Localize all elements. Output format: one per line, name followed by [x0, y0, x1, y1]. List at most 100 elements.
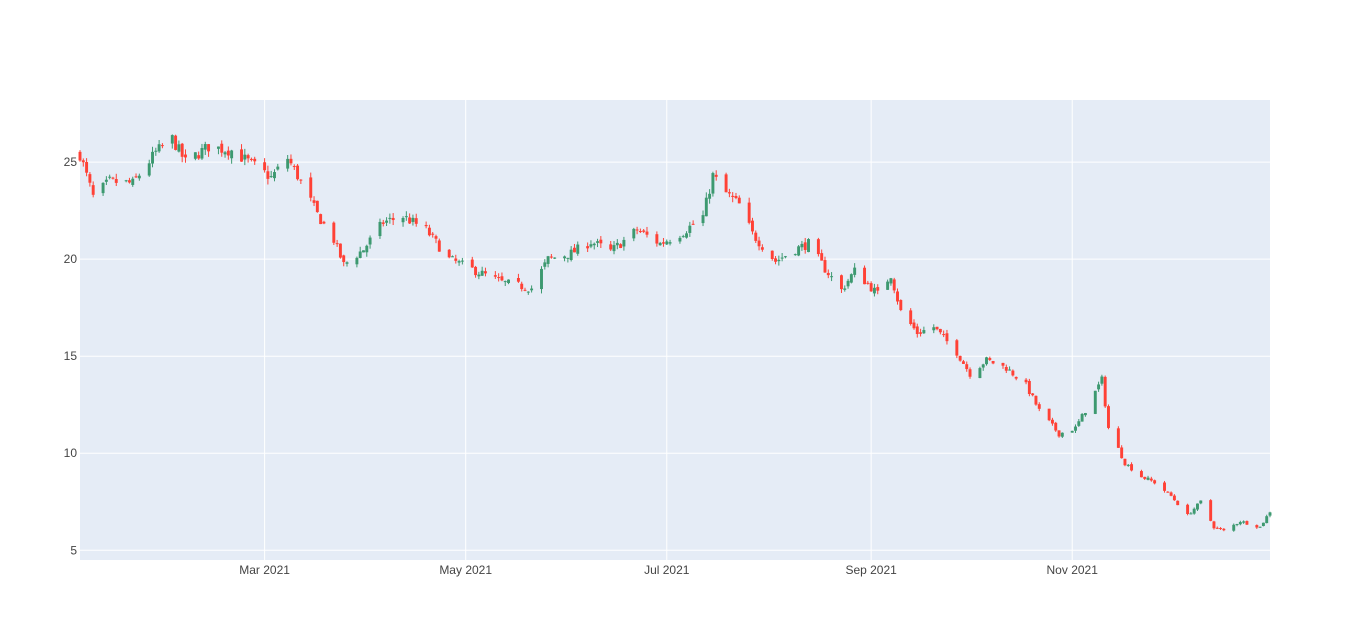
candle-increasing	[1268, 511, 1272, 518]
candle-body	[988, 358, 992, 360]
candle-decreasing	[961, 359, 965, 364]
candle-decreasing	[1149, 476, 1153, 482]
candle-body	[863, 267, 867, 285]
candle-decreasing	[774, 256, 778, 265]
candle-body	[780, 257, 784, 259]
candle-increasing	[1097, 381, 1101, 392]
candle-body	[543, 262, 547, 267]
candle-increasing	[543, 259, 547, 270]
candle-decreasing	[1034, 395, 1038, 406]
candle-increasing	[1238, 520, 1242, 526]
candle-body	[1222, 528, 1226, 531]
candle-body	[203, 144, 207, 150]
candle-decreasing	[691, 220, 695, 225]
candle-body	[1189, 513, 1193, 515]
candle-body	[724, 174, 728, 193]
candle-decreasing	[180, 142, 184, 163]
candle-decreasing	[338, 243, 342, 259]
candle-body	[101, 182, 105, 194]
candle-increasing	[1189, 512, 1193, 515]
candle-increasing	[658, 241, 662, 246]
candle-decreasing	[820, 249, 824, 261]
candle-increasing	[777, 255, 781, 266]
candle-body	[622, 239, 626, 247]
candle-decreasing	[1139, 469, 1143, 478]
candle-body	[474, 266, 478, 276]
candle-body	[566, 257, 570, 259]
candle-body	[932, 327, 936, 331]
x-tick-label: Mar 2021	[239, 563, 290, 577]
candle-decreasing	[1011, 369, 1015, 377]
candle-decreasing	[938, 328, 942, 335]
candle-increasing	[985, 356, 988, 366]
candle-body	[447, 249, 451, 258]
candle-body	[1196, 503, 1199, 510]
candle-body	[1215, 527, 1219, 529]
candle-increasing	[540, 266, 543, 294]
candle-body	[1149, 478, 1153, 481]
candle-increasing	[378, 218, 382, 239]
candle-body	[477, 274, 481, 277]
candle-body	[892, 279, 896, 291]
candle-decreasing	[174, 134, 178, 151]
candle-increasing	[1265, 514, 1269, 524]
candle-body	[655, 234, 659, 244]
candle-increasing	[1261, 522, 1265, 527]
candle-body	[592, 243, 596, 246]
candle-increasing	[269, 170, 273, 178]
y-tick-label: 20	[64, 252, 78, 266]
candle-decreasing	[332, 221, 336, 246]
candle-decreasing	[863, 265, 867, 285]
candle-decreasing	[1255, 524, 1259, 529]
candle-body	[714, 174, 718, 177]
candle-decreasing	[892, 277, 896, 294]
candle-body	[576, 244, 580, 254]
candle-decreasing	[335, 239, 339, 247]
candle-body	[193, 152, 197, 159]
candle-body	[1186, 504, 1190, 514]
candle-body	[549, 256, 553, 258]
candle-increasing	[566, 257, 570, 263]
candle-decreasing	[263, 158, 267, 173]
candle-body	[358, 251, 362, 258]
candle-body	[127, 180, 131, 183]
candle-body	[1100, 376, 1104, 384]
candle-body	[1024, 379, 1028, 383]
candle-body	[1265, 516, 1269, 524]
candle-body	[1209, 500, 1213, 521]
candle-body	[797, 246, 801, 256]
candle-body	[1050, 419, 1054, 424]
candle-body	[388, 217, 392, 219]
candle-decreasing	[240, 144, 243, 162]
candle-body	[704, 197, 708, 217]
candle-decreasing	[111, 176, 115, 180]
candle-body	[451, 256, 454, 258]
candle-body	[292, 166, 296, 168]
candle-increasing	[477, 271, 481, 280]
candle-decreasing	[497, 273, 501, 282]
candle-increasing	[404, 211, 408, 221]
candle-body	[1103, 376, 1107, 407]
candle-body	[1107, 406, 1110, 428]
candle-increasing	[385, 217, 389, 226]
candle-body	[170, 135, 174, 144]
candle-decreasing	[1212, 520, 1216, 530]
candle-decreasing	[635, 226, 639, 235]
candle-body	[523, 289, 527, 291]
candle-increasing	[526, 291, 530, 295]
candle-body	[760, 247, 764, 250]
candle-decreasing	[319, 213, 323, 225]
candle-body	[876, 287, 880, 291]
candle-body	[157, 144, 161, 152]
candle-increasing	[200, 143, 204, 160]
candle-decreasing	[1215, 526, 1219, 530]
candle-body	[401, 217, 405, 223]
candle-body	[1057, 430, 1061, 437]
candle-decreasing	[965, 361, 969, 372]
candle-body	[642, 230, 646, 232]
grid-lines	[80, 100, 1270, 560]
candle-increasing	[576, 241, 580, 256]
candle-decreasing	[991, 360, 995, 365]
candle-body	[207, 144, 211, 152]
candle-body	[853, 267, 857, 275]
